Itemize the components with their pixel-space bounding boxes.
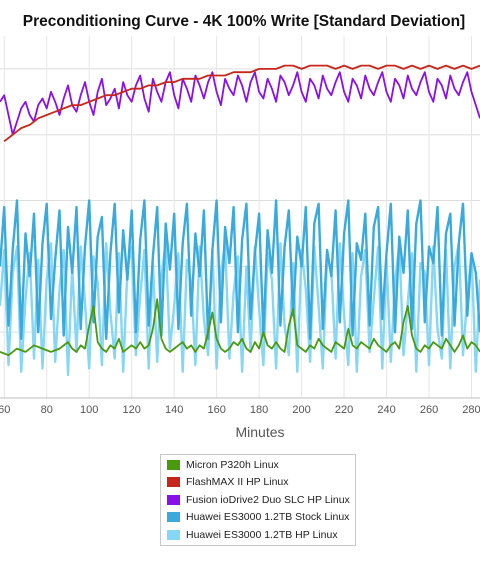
legend-item-2[interactable]: Fusion ioDrive2 Duo SLC HP Linux [167, 491, 355, 509]
series-lines [0, 64, 480, 377]
x-axis-label: Minutes [235, 424, 285, 440]
legend-label-2: Fusion ioDrive2 Duo SLC HP Linux [186, 493, 350, 506]
x-tick-label-180: 180 [250, 404, 268, 416]
legend-swatch-4 [167, 529, 180, 540]
legend-item-3[interactable]: Huawei ES3000 1.2TB Stock Linux [167, 509, 355, 527]
x-tick-label-240: 240 [377, 404, 395, 416]
chart-plot: 60 80 100 120 140 160 180 200 220 240 260 280 [0, 36, 480, 416]
series-line-0 [0, 298, 480, 357]
x-tick-label-60: 60 [0, 404, 10, 416]
x-tick-label-220: 220 [335, 404, 353, 416]
x-tick-label-100: 100 [80, 404, 98, 416]
x-tick-labels: 60 80 100 120 140 160 180 200 220 240 260 280 [0, 404, 480, 416]
legend-label-4: Huawei ES3000 1.2TB HP Linux [186, 528, 338, 541]
series-line-2 [0, 71, 480, 136]
legend-swatch-0 [167, 459, 180, 470]
x-tick-label-160: 160 [207, 404, 225, 416]
x-tick-label-200: 200 [292, 404, 310, 416]
legend-label-3: Huawei ES3000 1.2TB Stock Linux [186, 511, 350, 524]
legend-label-1: FlashMAX II HP Linux [186, 476, 289, 489]
legend-item-1[interactable]: FlashMAX II HP Linux [167, 474, 355, 492]
legend-item-0[interactable]: Micron P320h Linux [167, 456, 355, 474]
legend-swatch-2 [167, 494, 180, 505]
legend-item-4[interactable]: Huawei ES3000 1.2TB HP Linux [167, 526, 355, 544]
series-line-1 [3, 64, 480, 143]
x-tick-label-280: 280 [462, 404, 480, 416]
legend-label-0: Micron P320h Linux [186, 458, 279, 471]
x-tick-label-140: 140 [165, 404, 183, 416]
x-tick-label-260: 260 [420, 404, 438, 416]
x-tick-label-120: 120 [123, 404, 141, 416]
legend-swatch-1 [167, 477, 180, 488]
x-tick-label-80: 80 [41, 404, 53, 416]
series-line-3 [0, 199, 480, 340]
legend-swatch-3 [167, 512, 180, 523]
series-line-4 [0, 242, 480, 377]
chart-title: Preconditioning Curve - 4K 100% Write [S… [22, 13, 466, 30]
legend: Micron P320h Linux FlashMAX II HP Linux Fu… [160, 454, 356, 546]
